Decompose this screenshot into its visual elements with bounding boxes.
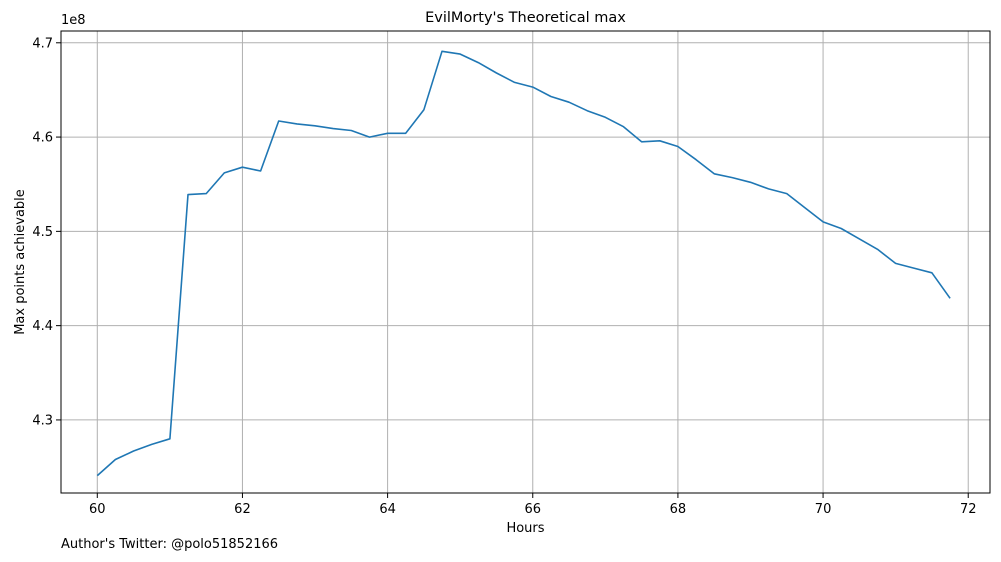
x-axis-label: Hours (506, 521, 544, 536)
x-tick-label: 62 (234, 502, 251, 517)
x-tick-label: 68 (670, 502, 687, 517)
y-axis-ticks: 4.3 4.4 4.5 4.6 4.7 (32, 36, 61, 428)
plot-area-frame (60, 30, 991, 494)
x-tick-label: 66 (524, 502, 541, 517)
y-tick-label: 4.6 (32, 131, 53, 146)
x-tick-label: 64 (379, 502, 396, 517)
y-tick-label: 4.3 (32, 413, 53, 428)
series-line-group (96, 50, 951, 477)
x-tick-label: 72 (960, 502, 977, 517)
y-tick-label: 4.5 (32, 225, 53, 240)
grid-lines (61, 31, 990, 493)
y-tick-label: 4.4 (32, 319, 53, 334)
x-axis-ticks: 60 62 64 66 68 70 72 (89, 493, 977, 517)
y-tick-label: 4.7 (32, 36, 53, 51)
x-tick-label: 60 (89, 502, 106, 517)
series-line (96, 50, 951, 477)
author-credit: Author's Twitter: @polo51852166 (61, 537, 279, 552)
x-tick-label: 70 (815, 502, 832, 517)
y-axis-offset-label: 1e8 (61, 13, 86, 28)
y-axis-label: Max points achievable (13, 189, 28, 335)
chart-title: EvilMorty's Theoretical max (425, 10, 626, 26)
